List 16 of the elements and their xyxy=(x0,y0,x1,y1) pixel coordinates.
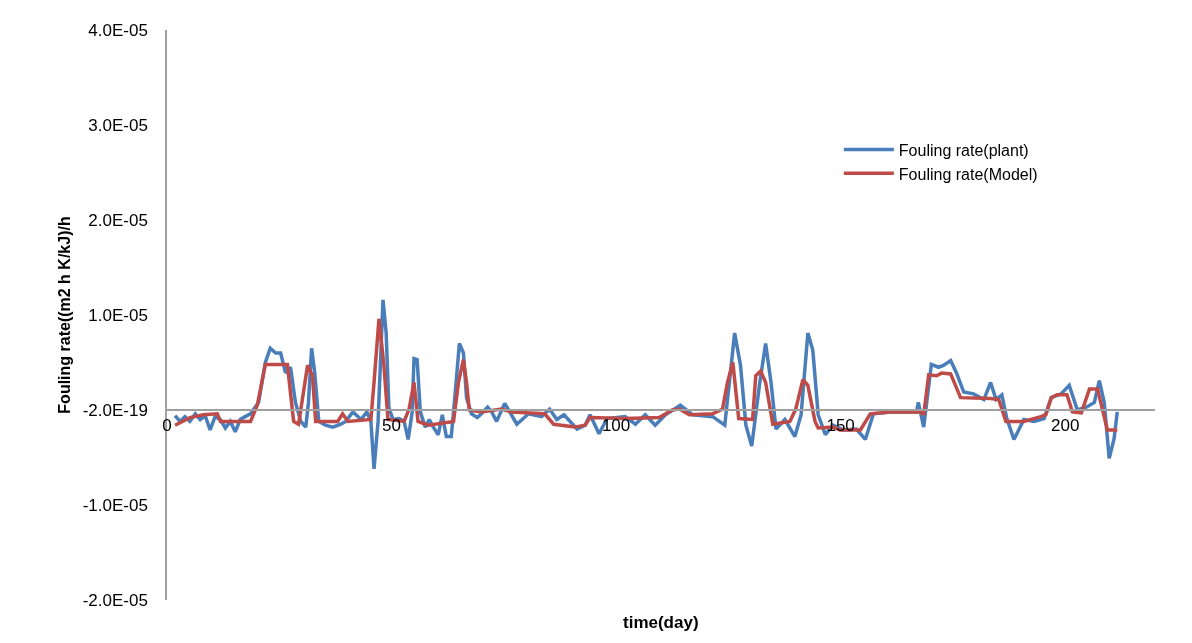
x-axis-title: time(day) xyxy=(623,613,699,632)
y-axis-title: Fouling rate((m2 h K/kJ)/h xyxy=(56,216,74,414)
x-tick-label: 200 xyxy=(1050,416,1080,436)
y-tick-label: 1.0E-05 xyxy=(88,305,148,325)
x-tick-label: 0 xyxy=(162,416,172,436)
line-series xyxy=(173,317,1120,432)
y-tick-label: -2.0E-05 xyxy=(82,590,148,610)
y-tick-label: -2.0E-19 xyxy=(82,400,148,420)
y-tick-label: -1.0E-05 xyxy=(82,495,148,515)
y-tick-label: 4.0E-05 xyxy=(88,20,148,40)
y-tick-label: 3.0E-05 xyxy=(88,115,148,135)
legend-label: Fouling rate(Model) xyxy=(898,165,1038,183)
x-tick-label: 100 xyxy=(601,416,631,436)
y-tick-label: 2.0E-05 xyxy=(88,210,148,230)
x-tick-label: 50 xyxy=(382,416,402,436)
legend-label: Fouling rate(plant) xyxy=(898,141,1029,159)
